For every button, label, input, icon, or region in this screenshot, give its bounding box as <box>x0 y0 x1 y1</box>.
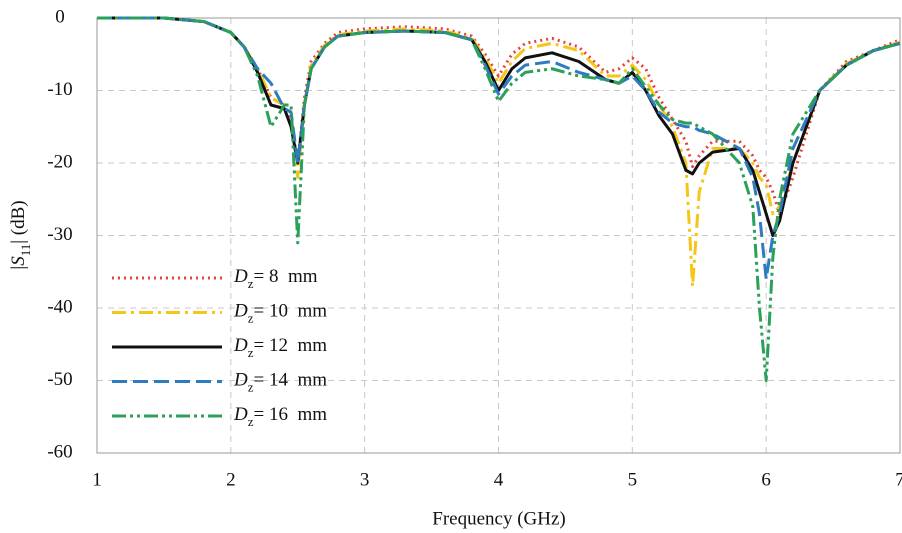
y-tick-label: -40 <box>47 296 72 317</box>
legend: Dz= 8 mm Dz= 10 mm Dz= 12 mm Dz= 14 mm Dz= 1… <box>112 266 327 429</box>
x-tick-label: 4 <box>494 469 504 490</box>
series-line <box>97 16 901 237</box>
plot-frame <box>96 17 901 454</box>
y-tick-label: -20 <box>47 151 72 172</box>
series-line <box>97 16 901 216</box>
legend-label: Dz= 12 mm <box>233 335 327 360</box>
y-tick-label: -60 <box>47 441 72 462</box>
y-tick-label: -10 <box>47 79 72 100</box>
y-tick-label: -50 <box>47 369 72 390</box>
legend-label: Dz= 14 mm <box>233 370 327 395</box>
x-tick-label: 5 <box>628 469 638 490</box>
legend-label: Dz= 16 mm <box>233 404 327 429</box>
series-line <box>97 16 901 382</box>
x-tick-label: 7 <box>895 469 902 490</box>
series-line <box>97 16 901 281</box>
legend-label: Dz= 8 mm <box>233 266 318 291</box>
y-tick-label: 0 <box>55 6 65 27</box>
y-axis-label: |S11| (dB) <box>8 200 33 269</box>
legend-label: Dz= 10 mm <box>233 301 327 326</box>
x-tick-label: 2 <box>226 469 236 490</box>
x-tick-label: 3 <box>360 469 370 490</box>
y-tick-label: -30 <box>47 224 72 245</box>
x-axis-label: Frequency (GHz) <box>432 508 565 529</box>
x-tick-label: 1 <box>92 469 102 490</box>
x-tick-label: 6 <box>761 469 771 490</box>
